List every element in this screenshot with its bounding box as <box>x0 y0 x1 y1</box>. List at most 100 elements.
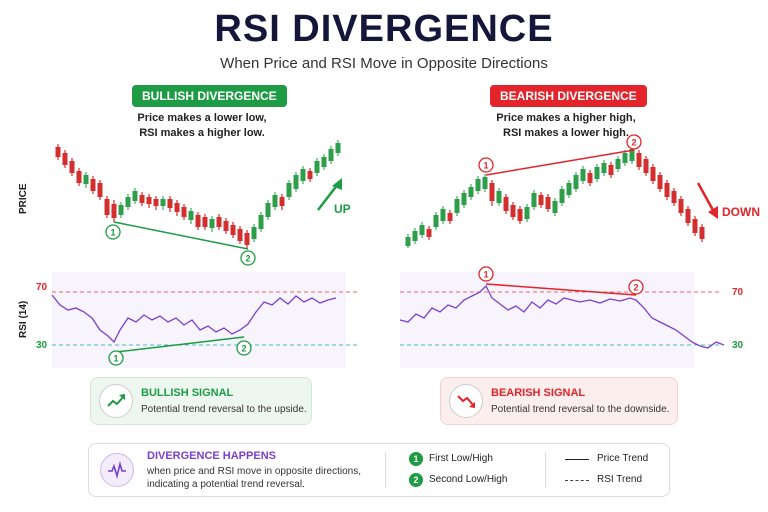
candle <box>461 193 467 205</box>
candle <box>615 159 621 169</box>
candle <box>566 183 572 195</box>
candle <box>237 229 243 241</box>
candle <box>608 165 614 175</box>
candle <box>83 175 89 184</box>
solid-line-icon <box>565 459 589 460</box>
candle <box>335 143 341 153</box>
bearish-rsi-trend-line <box>485 283 637 296</box>
legend-description: when price and RSI move in opposite dire… <box>147 465 387 491</box>
candle <box>69 161 75 173</box>
bullish-price-marker-2: 2 <box>240 250 256 266</box>
candle <box>202 217 208 227</box>
bullish-desc-line2: RSI makes a higher low. <box>139 127 265 139</box>
candle <box>307 171 313 179</box>
candle <box>594 167 600 179</box>
bearish-price-marker-2: 2 <box>626 134 642 150</box>
bearish-rsi-70-label: 70 <box>732 287 744 298</box>
candle <box>216 217 222 227</box>
svg-text:2: 2 <box>631 138 636 148</box>
bullish-signal-card: BULLISH SIGNAL Potential trend reversal … <box>90 377 312 425</box>
candle <box>482 177 488 189</box>
candle <box>328 149 334 161</box>
candle <box>125 197 131 207</box>
bearish-price-trend-line <box>485 149 635 176</box>
bearish-divergence-tag: BEARISH DIVERGENCE <box>490 85 647 107</box>
candle <box>230 225 236 235</box>
bullish-description: Price makes a lower low, RSI makes a hig… <box>92 111 312 141</box>
candle <box>139 195 145 203</box>
rsi-trend-label: RSI Trend <box>597 474 643 485</box>
bearish-rsi-line <box>399 284 725 349</box>
candle <box>258 215 264 229</box>
candle <box>545 197 551 209</box>
candle <box>552 201 558 213</box>
bullish-price-candles <box>55 140 341 248</box>
legend-desc-line1: when price and RSI move in opposite dire… <box>147 466 362 477</box>
candle <box>167 199 173 208</box>
second-marker-icon: 2 <box>409 473 423 487</box>
legend-desc-line2: indicating a potential trend reversal. <box>147 479 305 490</box>
candle <box>412 231 418 241</box>
bearish-description: Price makes a higher high, RSI makes a l… <box>456 111 676 141</box>
candle <box>496 191 502 203</box>
up-trend-label: UP <box>334 202 351 216</box>
candle <box>321 157 327 167</box>
bearish-price-marker-1: 1 <box>478 157 494 173</box>
trend-down-icon <box>449 384 483 418</box>
second-marker-label: Second Low/High <box>429 474 508 485</box>
candle <box>118 205 124 215</box>
candle <box>174 203 180 212</box>
candle <box>447 213 453 221</box>
down-trend-label: DOWN <box>722 205 760 219</box>
svg-text:2: 2 <box>633 283 638 293</box>
candle <box>671 191 677 203</box>
candle <box>601 163 607 173</box>
trend-up-icon <box>99 384 133 418</box>
candle <box>685 209 691 223</box>
candle <box>223 221 229 231</box>
bearish-signal-card: BEARISH SIGNAL Potential trend reversal … <box>440 377 678 425</box>
candle <box>209 219 215 228</box>
page-title: RSI DIVERGENCE <box>214 8 554 50</box>
candle <box>314 161 320 173</box>
candle <box>146 197 152 204</box>
dashed-line-icon <box>565 480 589 481</box>
candle <box>426 229 432 237</box>
bullish-rsi-marker-1: 1 <box>108 350 124 366</box>
candle <box>510 205 516 217</box>
bullish-rsi-70-label: 70 <box>36 282 48 293</box>
candle <box>76 171 82 183</box>
legend-box: DIVERGENCE HAPPENS when price and RSI mo… <box>88 443 670 497</box>
candle <box>279 197 285 206</box>
candle <box>559 189 565 203</box>
svg-text:2: 2 <box>241 344 246 354</box>
svg-text:1: 1 <box>483 270 488 280</box>
candle <box>433 215 439 227</box>
bullish-rsi-trend-line <box>115 336 245 353</box>
bullish-rsi-30-label: 30 <box>36 340 48 351</box>
candle <box>678 199 684 213</box>
candle <box>188 211 194 220</box>
candle <box>664 183 670 197</box>
up-arrow-icon <box>317 178 342 211</box>
first-marker-icon: 1 <box>409 452 423 466</box>
candle <box>587 173 593 183</box>
candle <box>251 227 257 239</box>
bearish-rsi-panel <box>400 272 694 368</box>
bearish-signal-heading: BEARISH SIGNAL <box>491 387 586 399</box>
candle <box>657 175 663 189</box>
page-subtitle: When Price and RSI Move in Opposite Dire… <box>220 55 548 72</box>
candle <box>132 191 138 201</box>
candle <box>153 199 159 206</box>
bullish-rsi-panel <box>52 272 346 368</box>
bullish-rsi-marker-2: 2 <box>236 340 252 356</box>
down-arrow-icon <box>696 182 718 219</box>
bearish-rsi-30-label: 30 <box>732 340 744 351</box>
candle <box>300 169 306 181</box>
candle <box>104 199 110 215</box>
candle <box>111 204 117 218</box>
svg-text:1: 1 <box>483 161 488 171</box>
candle <box>454 199 460 213</box>
candle <box>622 153 628 163</box>
